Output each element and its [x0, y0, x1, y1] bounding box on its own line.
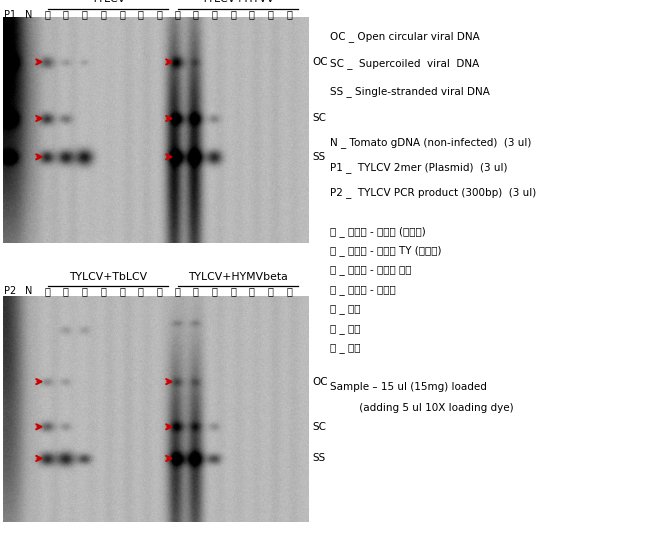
Text: SS _ Single-stranded viral DNA: SS _ Single-stranded viral DNA	[330, 86, 490, 98]
Text: 요: 요	[82, 9, 88, 20]
Text: 박: 박	[175, 286, 180, 296]
Text: TYLCV: TYLCV	[91, 0, 125, 4]
Text: 박: 박	[45, 286, 50, 296]
Text: P2: P2	[5, 286, 16, 296]
Text: OC _ Open circular viral DNA: OC _ Open circular viral DNA	[330, 31, 479, 42]
Text: 유: 유	[101, 9, 106, 20]
Text: 수: 수	[268, 9, 273, 20]
Text: 도: 도	[63, 9, 69, 20]
Text: SC _  Supercoiled  viral  DNA: SC _ Supercoiled viral DNA	[330, 59, 479, 70]
Text: (adding 5 ul 10X loading dye): (adding 5 ul 10X loading dye)	[330, 403, 513, 413]
Text: 수 _ 수박: 수 _ 수박	[330, 324, 360, 334]
Text: 수: 수	[268, 286, 273, 296]
Text: 참: 참	[157, 286, 162, 296]
Text: 오: 오	[249, 286, 254, 296]
Text: 요: 요	[82, 286, 88, 296]
Text: 유: 유	[101, 286, 106, 296]
Text: SC: SC	[312, 422, 326, 432]
Text: 유: 유	[231, 286, 236, 296]
Text: 오: 오	[119, 286, 125, 296]
Text: SS: SS	[312, 152, 325, 162]
Text: 오: 오	[249, 9, 254, 20]
Text: 요: 요	[212, 286, 217, 296]
Text: N: N	[25, 9, 33, 20]
Text: 수: 수	[138, 9, 143, 20]
Text: N: N	[25, 286, 33, 296]
Text: 도: 도	[193, 286, 199, 296]
Text: OC: OC	[312, 57, 328, 67]
Text: TYLCV+HYMVbeta: TYLCV+HYMVbeta	[188, 272, 287, 282]
Text: P1: P1	[5, 9, 16, 20]
Text: 참: 참	[287, 286, 292, 296]
Text: 유: 유	[231, 9, 236, 20]
Text: TYLCV+HYVV: TYLCV+HYVV	[201, 0, 274, 4]
Text: N _ Tomato gDNA (non-infected)  (3 ul): N _ Tomato gDNA (non-infected) (3 ul)	[330, 137, 531, 148]
Text: 오 _ 오이: 오 _ 오이	[330, 304, 360, 314]
Text: 도: 도	[193, 9, 199, 20]
Text: 도 _ 토마토 - 도태랑 TY (저항성): 도 _ 토마토 - 도태랑 TY (저항성)	[330, 246, 441, 257]
Text: 유 _ 토마토 - 유니콘: 유 _ 토마토 - 유니콘	[330, 285, 396, 295]
Text: 참 _ 참외: 참 _ 참외	[330, 343, 360, 353]
Text: 박: 박	[175, 9, 180, 20]
Text: OC: OC	[312, 377, 328, 387]
Text: P2 _  TYLCV PCR product (300bp)  (3 ul): P2 _ TYLCV PCR product (300bp) (3 ul)	[330, 187, 536, 198]
Text: 요: 요	[212, 9, 217, 20]
Text: TYLCV+TbLCV: TYLCV+TbLCV	[69, 272, 147, 282]
Text: SS: SS	[312, 454, 325, 464]
Text: 요 _ 토마토 - 도테랑 요교: 요 _ 토마토 - 도테랑 요교	[330, 265, 411, 275]
Text: 수: 수	[138, 286, 143, 296]
Text: Sample – 15 ul (15mg) loaded: Sample – 15 ul (15mg) loaded	[330, 382, 486, 392]
Text: 참: 참	[287, 9, 292, 20]
Text: 박: 박	[45, 9, 50, 20]
Text: 오: 오	[119, 9, 125, 20]
Text: SC: SC	[312, 113, 326, 123]
Text: 박 _ 토마토 - 박커스 (저항성): 박 _ 토마토 - 박커스 (저항성)	[330, 226, 426, 237]
Text: 도: 도	[63, 286, 69, 296]
Text: 참: 참	[157, 9, 162, 20]
Text: P1 _  TYLCV 2mer (Plasmid)  (3 ul): P1 _ TYLCV 2mer (Plasmid) (3 ul)	[330, 162, 507, 173]
